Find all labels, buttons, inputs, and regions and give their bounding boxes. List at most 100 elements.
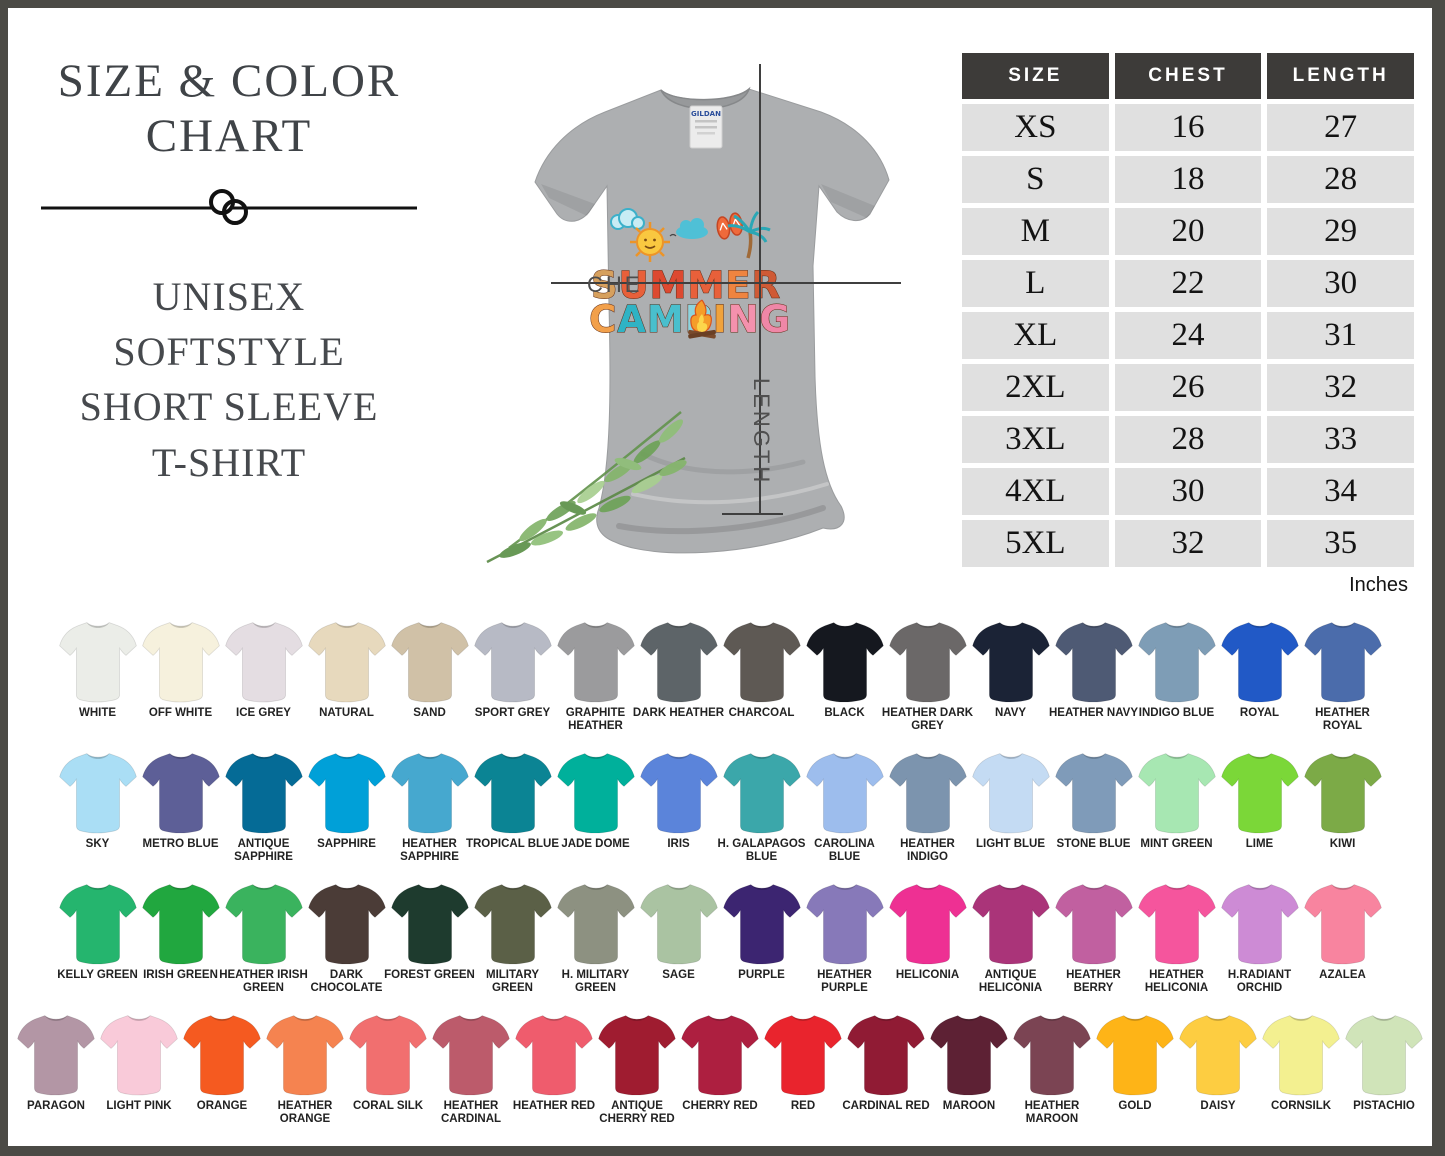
color-name: HEATHER PURPLE: [817, 969, 872, 994]
color-name: HEATHER DARK GREY: [881, 707, 974, 732]
tee-icon: [432, 1015, 510, 1096]
color-name: FOREST GREEN: [384, 969, 475, 981]
tee-icon: [1096, 1015, 1174, 1096]
tee-icon: [1179, 1015, 1257, 1096]
size-table-row-3xl: 3XL 28 33: [962, 416, 1414, 463]
color-name: SKY: [85, 838, 110, 850]
color-swatch-azalea: AZALEA: [1301, 878, 1384, 1009]
size-table-cell: 26: [1114, 364, 1262, 411]
color-name: ROYAL: [1239, 707, 1280, 719]
color-swatch-heather-cardinal: HEATHER CARDINAL: [430, 1009, 513, 1140]
tee-icon: [224, 884, 303, 965]
color-swatch-sapphire: SAPPHIRE: [305, 747, 388, 878]
tee-icon: [1345, 1015, 1423, 1096]
tee-icon: [1220, 753, 1299, 834]
tee-icon: [349, 1015, 427, 1096]
color-name: DAISY: [1200, 1100, 1236, 1112]
color-name: MAROON: [942, 1100, 996, 1112]
color-name: LIME: [1245, 838, 1274, 850]
tee-icon: [722, 753, 801, 834]
tee-icon: [1220, 884, 1299, 965]
color-swatch-h-galapagos-blue: H. GALAPAGOS BLUE: [718, 747, 805, 878]
size-table-row-l: L 22 30: [962, 260, 1414, 307]
tee-icon: [764, 1015, 842, 1096]
color-swatch-heather-navy: HEATHER NAVY: [1049, 616, 1138, 747]
tee-icon: [473, 753, 552, 834]
tee-icon: [1137, 884, 1216, 965]
color-swatch-orange: ORANGE: [181, 1009, 264, 1140]
tee-icon: [58, 753, 137, 834]
tee-icon: [17, 1015, 95, 1096]
color-name: HEATHER SAPPHIRE: [400, 838, 459, 863]
color-name: HEATHER BERRY: [1066, 969, 1121, 994]
campfire-icon: [688, 299, 716, 339]
color-swatch-heliconia: HELICONIA: [886, 878, 969, 1009]
color-name: GOLD: [1118, 1100, 1152, 1112]
size-table-cell: 34: [1267, 468, 1414, 515]
tee-icon: [390, 622, 469, 703]
tee-icon: [473, 884, 552, 965]
color-swatch-irish-green: IRISH GREEN: [139, 878, 222, 1009]
tee-icon: [1220, 622, 1299, 703]
tee-icon: [930, 1015, 1008, 1096]
tshirt-shape: [534, 86, 890, 554]
size-table-header-chest: CHEST: [1114, 53, 1262, 99]
color-swatch-sport-grey: SPORT GREY: [471, 616, 554, 747]
tee-icon: [888, 884, 967, 965]
tee-icon: [888, 622, 967, 703]
color-swatch-charcoal: CHARCOAL: [720, 616, 803, 747]
size-table-row-4xl: 4XL 30 34: [962, 468, 1414, 515]
size-table-cell: 16: [1114, 104, 1262, 151]
color-name: CAROLINA BLUE: [814, 838, 875, 863]
tee-icon: [1262, 1015, 1340, 1096]
color-swatch-heather-purple: HEATHER PURPLE: [803, 878, 886, 1009]
color-name: TROPICAL BLUE: [465, 838, 560, 850]
tee-icon: [307, 884, 386, 965]
size-table-panel: SIZE CHEST LENGTH XS 16 27 S 18 28 M 20 29 L 22 30 XL 24…: [956, 48, 1420, 597]
size-table-cell: 3XL: [962, 416, 1109, 463]
tee-icon: [307, 622, 386, 703]
color-swatch-jade-dome: JADE DOME: [554, 747, 637, 878]
color-name: ANTIQUE CHERRY RED: [599, 1100, 675, 1125]
tee-icon: [390, 884, 469, 965]
color-swatch-graphite-heather: GRAPHITE HEATHER: [554, 616, 637, 747]
color-swatch-antique-sapphire: ANTIQUE SAPPHIRE: [222, 747, 305, 878]
tee-icon: [805, 622, 884, 703]
color-swatch-indigo-blue: INDIGO BLUE: [1135, 616, 1218, 747]
color-swatch-navy: NAVY: [969, 616, 1052, 747]
color-name: ANTIQUE HELICONIA: [978, 969, 1043, 994]
color-swatch-sage: SAGE: [637, 878, 720, 1009]
color-swatch-kelly-green: KELLY GREEN: [56, 878, 139, 1009]
color-name: PURPLE: [738, 969, 785, 981]
subtitle-line: UNISEX: [152, 274, 306, 320]
subtitle-line: T-SHIRT: [151, 439, 307, 485]
color-swatch-maroon: MAROON: [928, 1009, 1011, 1140]
tee-icon: [141, 753, 220, 834]
color-swatch-lime: LIME: [1218, 747, 1301, 878]
tee-icon: [307, 753, 386, 834]
color-name: GRAPHITE HEATHER: [565, 707, 626, 732]
color-name: PARAGON: [27, 1100, 85, 1112]
tee-icon: [224, 622, 303, 703]
size-table-row-xs: XS 16 27: [962, 104, 1414, 151]
size-table-cell: L: [962, 260, 1109, 307]
color-swatch-mint-green: MINT GREEN: [1135, 747, 1218, 878]
cloud-icon: [610, 208, 645, 230]
color-name: NAVY: [994, 707, 1027, 719]
color-name: HELICONIA: [895, 969, 960, 981]
size-table-cell: 32: [1267, 364, 1414, 411]
sun-icon: [630, 222, 670, 262]
tee-icon: [556, 622, 635, 703]
size-table-cell: 28: [1114, 416, 1262, 463]
color-name: SPORT GREY: [474, 707, 551, 719]
color-swatch-off-white: OFF WHITE: [139, 616, 222, 747]
color-swatch-cornsilk: CORNSILK: [1260, 1009, 1343, 1140]
color-name: CHARCOAL: [728, 707, 795, 719]
size-table-cell: 27: [1267, 104, 1414, 151]
tee-icon: [1303, 622, 1382, 703]
color-name: AZALEA: [1319, 969, 1366, 981]
color-row-1: WHITE OFF WHITE ICE GREY NATURAL SAND SPORT G…: [8, 616, 1432, 747]
color-swatch-cardinal-red: CARDINAL RED: [842, 1009, 930, 1140]
size-table-row-m: M 20 29: [962, 208, 1414, 255]
color-swatch-sand: SAND: [388, 616, 471, 747]
